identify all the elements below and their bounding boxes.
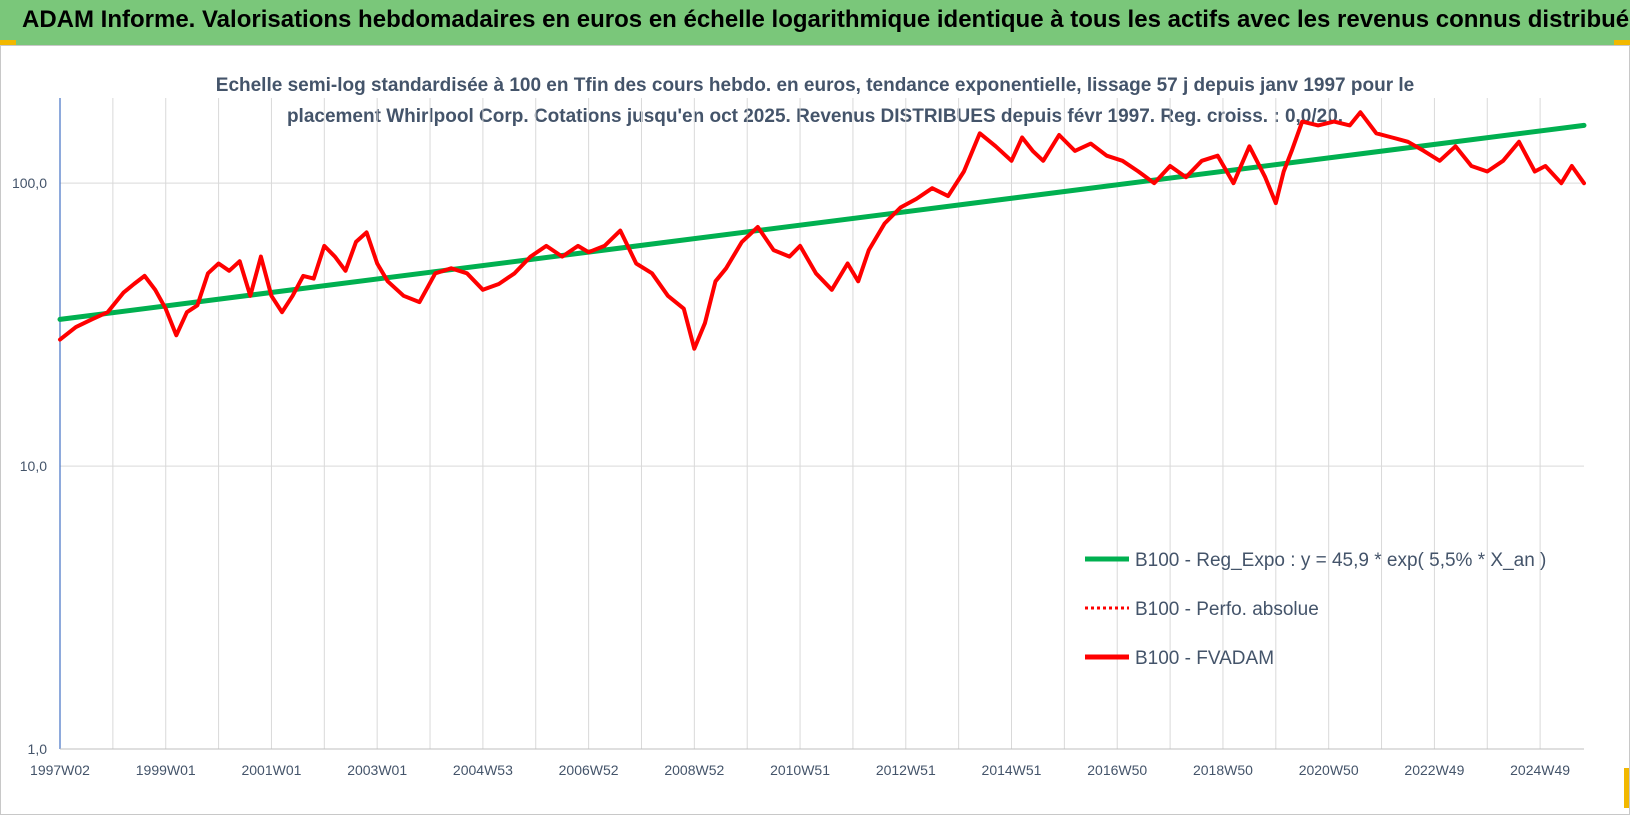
x-tick-label: 2010W51 bbox=[770, 762, 830, 778]
axes bbox=[59, 98, 1584, 750]
gridlines bbox=[59, 98, 1584, 750]
legend-label: B100 - Perfo. absolue bbox=[1135, 599, 1319, 620]
x-tick-label: 2020W50 bbox=[1299, 762, 1359, 778]
x-tick-label: 1999W01 bbox=[136, 762, 196, 778]
chart-legend: B100 - Reg_Expo : y = 45,9 * exp( 5,5% *… bbox=[1085, 550, 1546, 669]
x-tick-label: 2012W51 bbox=[876, 762, 936, 778]
trend-line bbox=[57, 122, 1587, 322]
report-header: ADAM Informe. Valorisations hebdomadaire… bbox=[0, 0, 1630, 45]
x-tick-label: 2006W52 bbox=[559, 762, 619, 778]
legend-label: B100 - FVADAM bbox=[1135, 648, 1274, 669]
x-tick-label: 2024W49 bbox=[1510, 762, 1570, 778]
x-tick-label: 1997W02 bbox=[30, 762, 90, 778]
price-line bbox=[58, 110, 1586, 351]
x-tick-label: 2004W53 bbox=[453, 762, 513, 778]
x-tick-label: 2022W49 bbox=[1404, 762, 1464, 778]
corner-marker-bottom-right bbox=[1624, 768, 1630, 808]
x-tick-label: 2001W01 bbox=[241, 762, 301, 778]
chart-title: Echelle semi-log standardisée à 100 en T… bbox=[0, 70, 1630, 132]
chart-title-line-2: placement Whirlpool Corp. Cotations jusq… bbox=[286, 106, 1344, 127]
report-title: ADAM Informe. Valorisations hebdomadaire… bbox=[22, 6, 1630, 33]
y-tick-label: 100,0 bbox=[12, 175, 47, 191]
chart-title-line-1: Echelle semi-log standardisée à 100 en T… bbox=[215, 75, 1415, 96]
x-tick-label: 2018W50 bbox=[1193, 762, 1253, 778]
y-tick-label: 1,0 bbox=[28, 741, 48, 757]
series-layer bbox=[57, 110, 1587, 351]
corner-marker-top-right bbox=[1614, 40, 1630, 46]
x-tick-label: 2003W01 bbox=[347, 762, 407, 778]
y-tick-label: 10,0 bbox=[20, 458, 47, 474]
tick-labels: 1,0 10,0 100,0 1997W02 1999W01 2001W01 2003W01… bbox=[12, 175, 1570, 778]
corner-marker-top-left bbox=[0, 40, 16, 46]
x-tick-label: 2014W51 bbox=[982, 762, 1042, 778]
x-tick-label: 2008W52 bbox=[664, 762, 724, 778]
x-tick-label: 2016W50 bbox=[1087, 762, 1147, 778]
legend-label: B100 - Reg_Expo : y = 45,9 * exp( 5,5% *… bbox=[1135, 550, 1546, 571]
